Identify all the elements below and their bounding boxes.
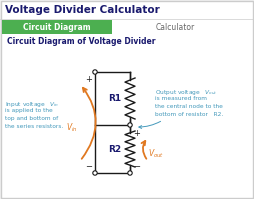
FancyBboxPatch shape xyxy=(2,20,112,34)
Text: Circuit Diagram of Voltage Divider: Circuit Diagram of Voltage Divider xyxy=(7,37,155,47)
Text: Circuit Diagram: Circuit Diagram xyxy=(23,22,91,31)
FancyArrowPatch shape xyxy=(139,121,161,128)
Text: is applied to the: is applied to the xyxy=(5,108,53,113)
Text: Voltage Divider Calculator: Voltage Divider Calculator xyxy=(5,5,160,15)
Text: $V_{in}$: $V_{in}$ xyxy=(66,121,78,134)
Text: R2: R2 xyxy=(108,144,122,153)
Text: Calculator: Calculator xyxy=(155,22,195,31)
Text: R1: R1 xyxy=(108,94,122,103)
Text: −: − xyxy=(134,163,140,172)
Text: the central node to the: the central node to the xyxy=(155,104,223,109)
Text: is measured from: is measured from xyxy=(155,96,207,101)
Text: +: + xyxy=(86,74,92,84)
Text: $V_{out}$: $V_{out}$ xyxy=(148,148,164,160)
FancyArrowPatch shape xyxy=(82,88,96,159)
Circle shape xyxy=(128,123,132,127)
Text: Input voltage   $V_{in}$: Input voltage $V_{in}$ xyxy=(5,100,59,109)
Text: Output voltage   $V_{out}$: Output voltage $V_{out}$ xyxy=(155,88,218,97)
Circle shape xyxy=(93,171,97,175)
Text: bottom of resistor   R2.: bottom of resistor R2. xyxy=(155,112,223,117)
Circle shape xyxy=(128,171,132,175)
Text: the series resistors.: the series resistors. xyxy=(5,124,63,129)
FancyArrowPatch shape xyxy=(141,141,146,159)
Text: +: + xyxy=(134,129,140,138)
Text: −: − xyxy=(86,163,92,172)
Text: top and bottom of: top and bottom of xyxy=(5,116,58,121)
Circle shape xyxy=(93,70,97,74)
